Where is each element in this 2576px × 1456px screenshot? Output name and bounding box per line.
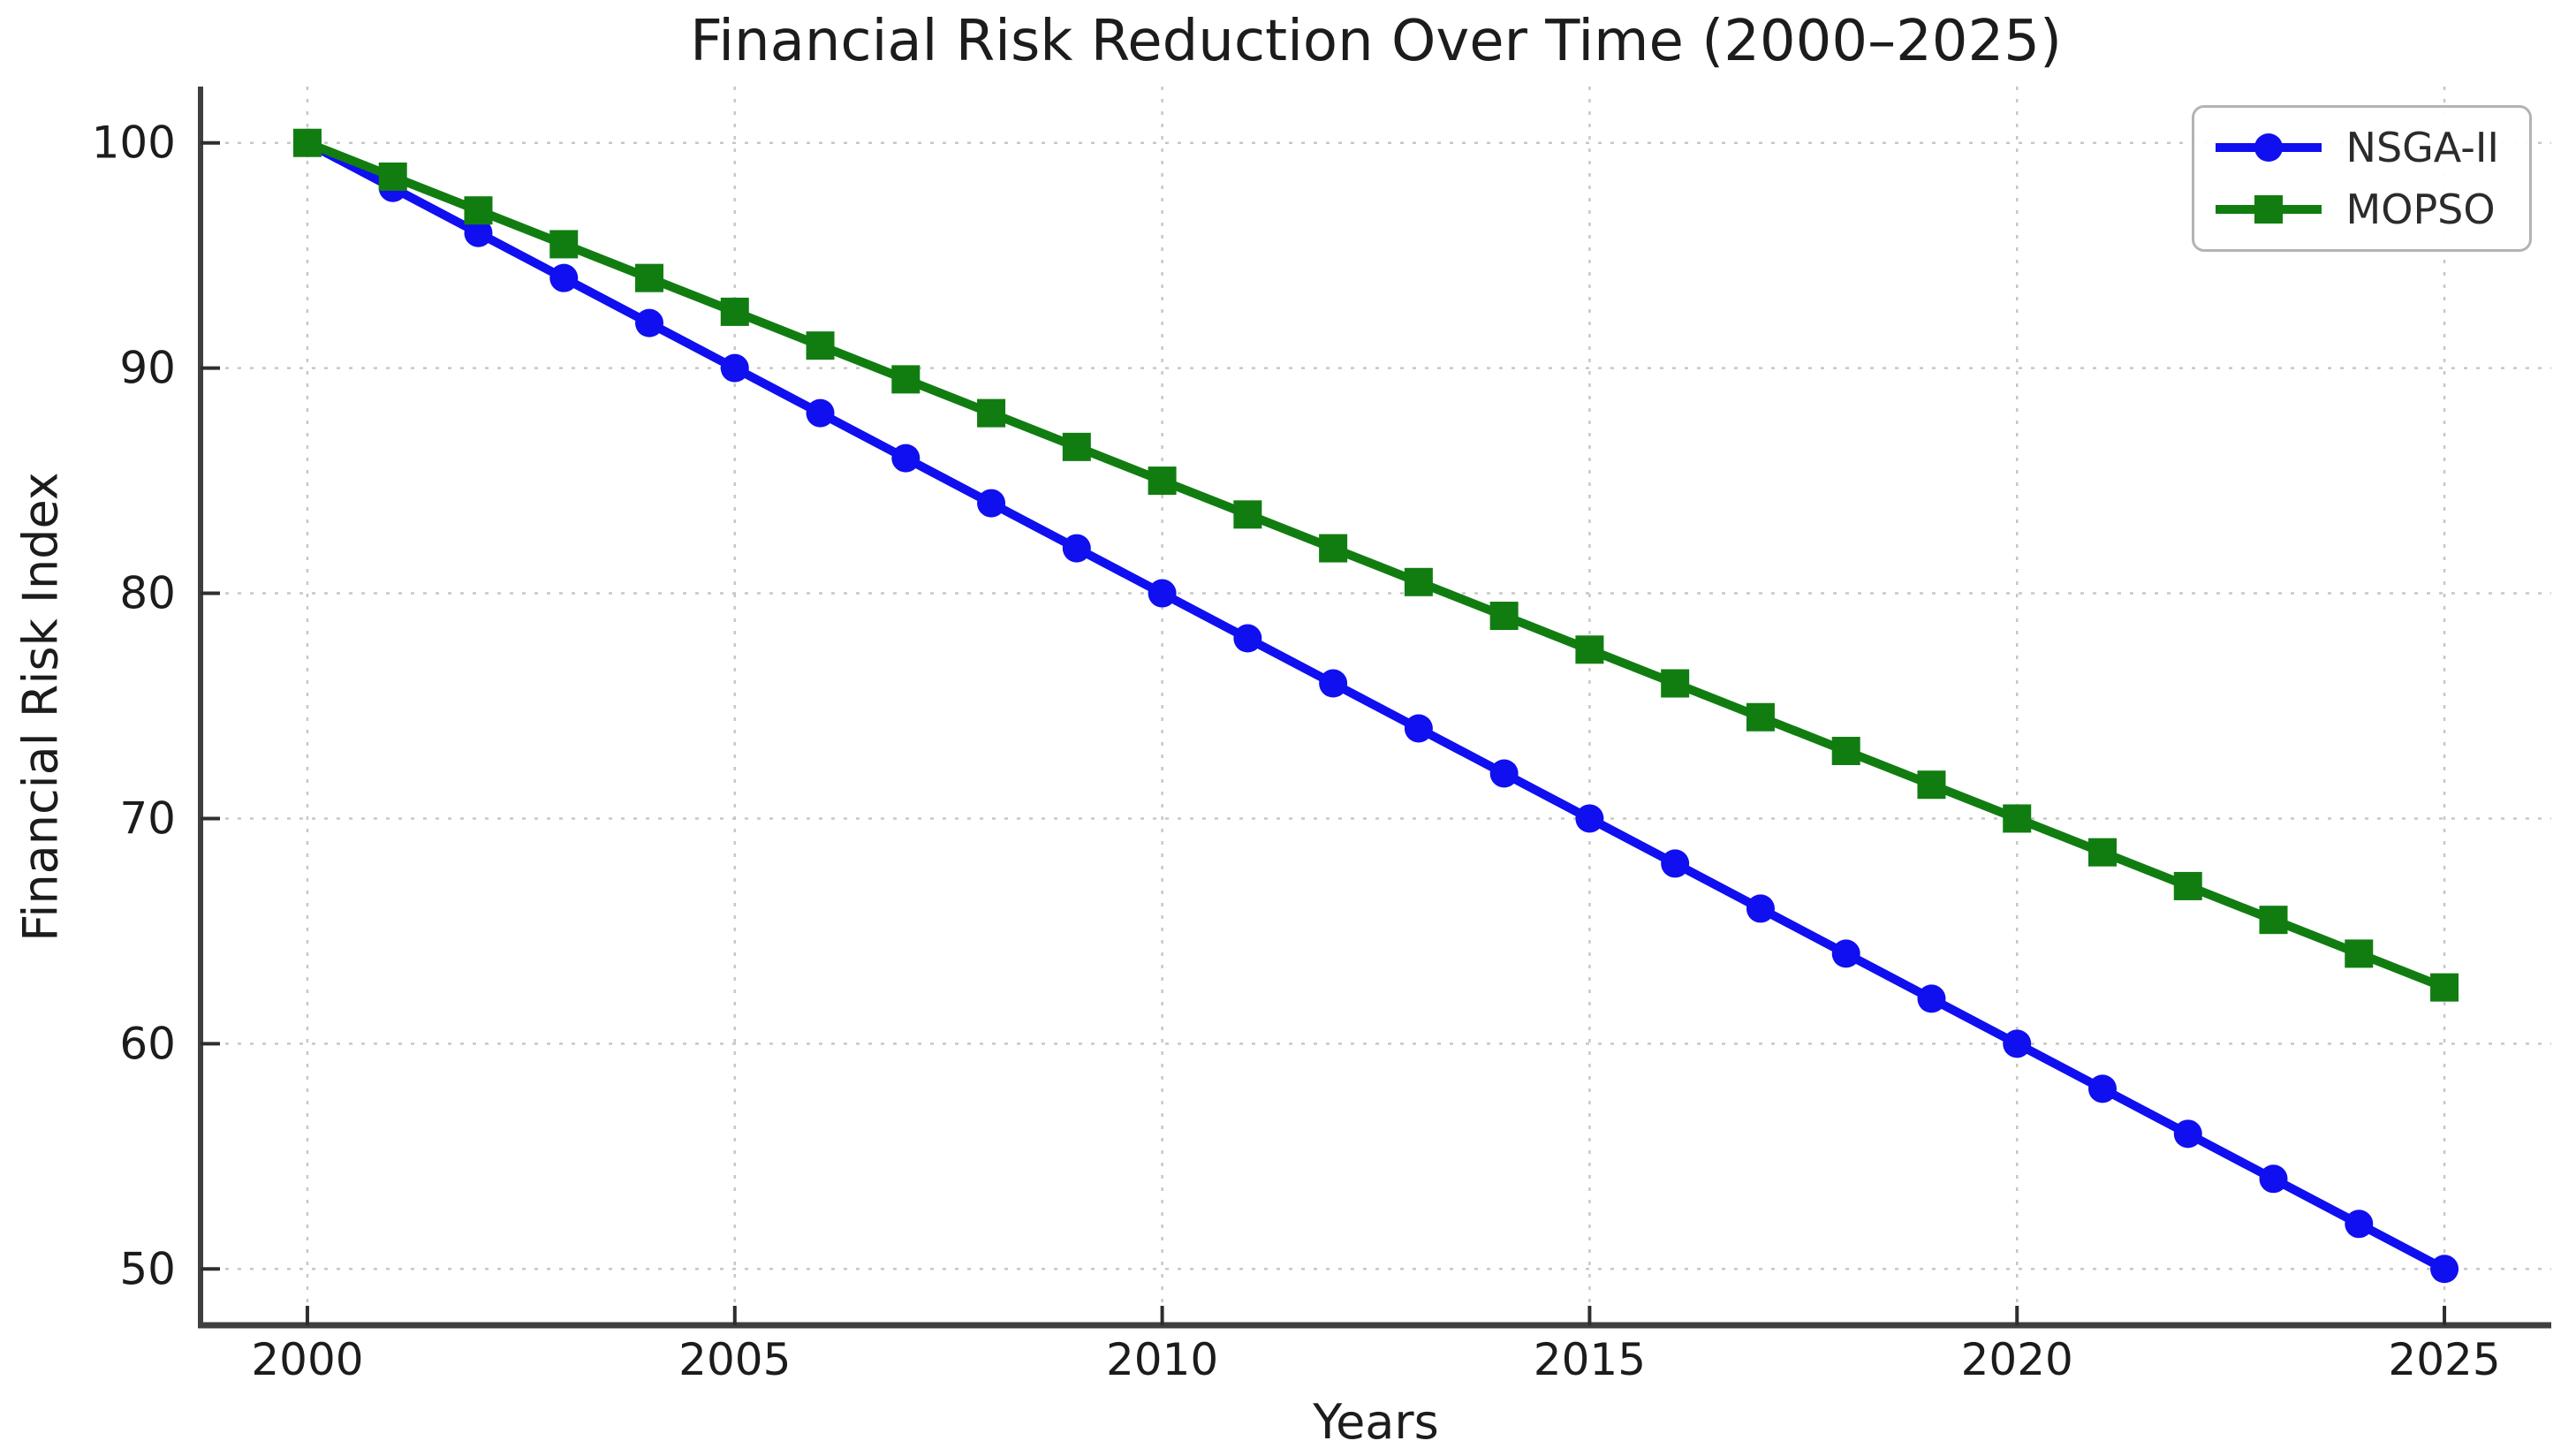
data-point-marker [1233, 500, 1262, 529]
x-tick-label: 2020 [1961, 1334, 2073, 1385]
data-point-marker [2003, 1029, 2032, 1058]
legend-item-nsga-ii: NSGA-II [2215, 124, 2499, 171]
y-tick-label: 70 [119, 792, 176, 844]
data-point-marker [1917, 984, 1946, 1013]
y-axis-ticks: 50 60 70 80 90 100 [92, 118, 220, 1294]
series-nsga-ii [292, 128, 2459, 1284]
data-point-marker [977, 489, 1006, 518]
data-point-marker [2003, 804, 2032, 833]
x-tick-label: 2010 [1106, 1334, 1218, 1385]
data-point-marker [891, 444, 921, 473]
y-tick-label: 80 [119, 568, 176, 619]
data-point-marker [2345, 1210, 2374, 1239]
data-point-marker [2430, 973, 2459, 1002]
data-point-marker [378, 162, 407, 191]
gridlines [201, 87, 2551, 1325]
data-point-marker [1148, 579, 1177, 608]
legend-line-circle-marker-icon [2215, 128, 2322, 167]
x-axis-ticks: 2000 2005 2010 2015 2020 2025 [251, 1306, 2501, 1385]
data-point-marker [1746, 894, 1775, 923]
data-point-marker [2173, 1119, 2202, 1149]
data-point-marker [1661, 849, 1690, 878]
data-point-marker [1575, 804, 1604, 833]
data-point-marker [464, 218, 493, 247]
chart-title: Financial Risk Reduction Over Time (2000… [690, 9, 2062, 74]
data-point-marker [1831, 736, 1860, 765]
data-point-marker [635, 308, 664, 337]
x-tick-label: 2025 [2388, 1334, 2500, 1385]
data-point-marker [549, 263, 579, 292]
legend-line-square-marker-icon [2215, 190, 2322, 229]
data-point-marker [720, 297, 749, 326]
data-point-marker [2259, 1164, 2288, 1194]
y-tick-label: 60 [119, 1018, 176, 1069]
data-point-marker [1917, 770, 1946, 800]
legend-label-nsga-ii: NSGA-II [2345, 124, 2499, 171]
data-point-marker [1831, 939, 1860, 968]
data-point-marker [2345, 939, 2374, 968]
data-point-marker [806, 398, 835, 428]
data-point-marker [1404, 714, 1433, 743]
data-point-marker [891, 365, 921, 394]
x-tick-label: 2015 [1534, 1334, 1646, 1385]
data-point-marker [2430, 1255, 2459, 1284]
x-axis-label: Years [1313, 1394, 1439, 1450]
data-point-marker [1062, 432, 1091, 461]
data-point-marker [1062, 534, 1091, 563]
data-point-marker [549, 230, 579, 259]
data-point-marker [1489, 602, 1519, 631]
data-point-marker [806, 331, 835, 360]
y-tick-label: 90 [119, 343, 176, 394]
data-point-marker [720, 353, 749, 383]
data-point-marker [2087, 1074, 2117, 1103]
data-point-marker [2259, 906, 2288, 935]
legend-label-mopso: MOPSO [2345, 186, 2496, 233]
series-mopso [292, 128, 2459, 1002]
data-point-marker [1489, 759, 1519, 788]
data-point-marker [1319, 669, 1348, 698]
data-point-marker [2173, 871, 2202, 900]
data-point-marker [292, 128, 322, 157]
data-point-marker [1319, 534, 1348, 563]
legend-item-mopso: MOPSO [2215, 186, 2499, 233]
x-tick-label: 2005 [678, 1334, 791, 1385]
data-point-marker [1661, 669, 1690, 698]
data-point-marker [1148, 466, 1177, 496]
data-point-marker [635, 263, 664, 292]
data-point-marker [1746, 702, 1775, 732]
data-point-marker [977, 398, 1006, 428]
x-tick-label: 2000 [251, 1334, 363, 1385]
y-tick-label: 100 [92, 118, 176, 169]
y-tick-label: 50 [119, 1243, 176, 1294]
legend: NSGA-II MOPSO [2191, 105, 2532, 252]
data-point-marker [2087, 838, 2117, 867]
data-point-marker [464, 196, 493, 225]
data-point-marker [1575, 635, 1604, 664]
data-point-marker [1233, 624, 1262, 653]
data-point-marker [1404, 567, 1433, 596]
